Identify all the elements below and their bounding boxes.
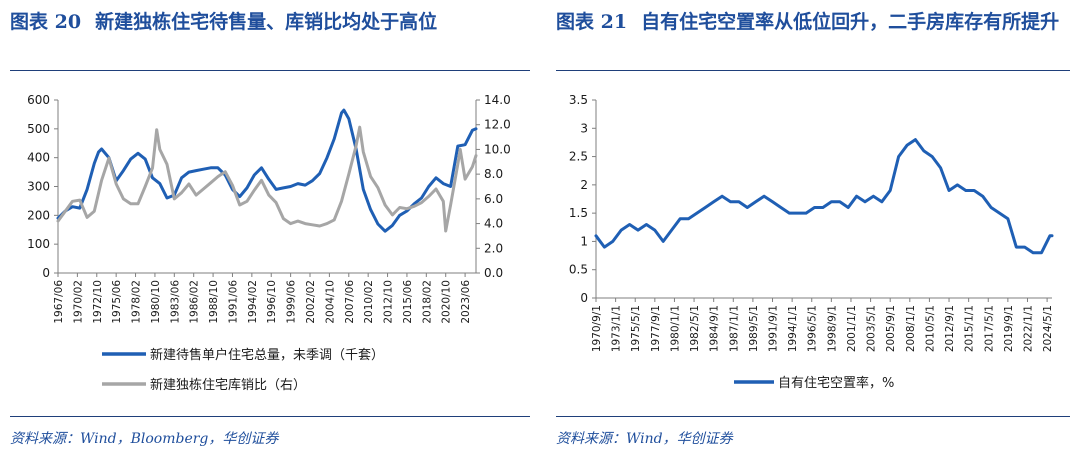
x-tick-label: 2018/02 <box>421 280 433 324</box>
figure-title: 图表 20 新建独栋住宅待售量、库销比均处于高位 <box>10 8 530 36</box>
source-rule <box>556 416 1070 417</box>
x-tick-label: 1991/9/1 <box>768 305 780 352</box>
series-line-0 <box>594 138 1054 255</box>
x-tick-label: 1972/10 <box>92 280 104 324</box>
y-tick-label-left: 300 <box>27 180 50 194</box>
y-tick-label-right: 0.0 <box>484 266 503 280</box>
y-tick-label-right: 6.0 <box>484 192 503 206</box>
y-tick-label-left: 3.5 <box>569 93 588 107</box>
y-tick-label-left: 400 <box>27 151 50 165</box>
x-tick-label: 1988/10 <box>208 280 220 324</box>
x-tick-label: 1996/5/1 <box>807 305 819 352</box>
x-tick-label: 2022/1/1 <box>1022 305 1034 352</box>
x-tick-label: 1973/1/1 <box>611 305 623 352</box>
x-tick-label: 2012/10 <box>383 280 395 324</box>
y-tick-label-right: 8.0 <box>484 167 503 181</box>
y-tick-label-right: 12.0 <box>484 118 511 132</box>
figure-number: 图表 21 <box>556 11 628 33</box>
y-tick-label-left: 1.5 <box>569 206 588 220</box>
x-tick-label: 1982/5/1 <box>689 305 701 352</box>
x-tick-label: 1970/02 <box>72 280 84 324</box>
y-tick-label-right: 10.0 <box>484 142 511 156</box>
x-tick-label: 1983/06 <box>169 280 181 324</box>
y-tick-label-right: 14.0 <box>484 93 511 107</box>
x-tick-label: 1991/06 <box>227 280 239 324</box>
y-tick-label-left: 100 <box>27 237 50 251</box>
x-tick-label: 2001/1/1 <box>846 305 858 352</box>
vacancy-chart: 0 0.5 1 1.5 2 2.5 3 3.5 1970/9/1 1973/1/1 1975/5/1… <box>569 93 1054 391</box>
x-tick-label: 2002/02 <box>305 280 317 324</box>
x-tick-label: 1975/06 <box>111 280 123 324</box>
x-tick-label: 1996/10 <box>266 280 278 324</box>
source-note: 资料来源：Wind，华创证券 <box>556 431 733 447</box>
y-tick-label-left: 500 <box>27 122 50 136</box>
x-tick-label: 1967/06 <box>53 280 65 324</box>
y-tick-label-left: 3 <box>580 121 588 135</box>
y-tick-label-left: 2 <box>580 178 588 192</box>
x-tick-label: 1986/02 <box>189 280 201 324</box>
x-tick-label: 2015/06 <box>402 280 414 324</box>
y-tick-label-left: 2.5 <box>569 150 588 164</box>
x-tick-label: 2010/02 <box>363 280 375 324</box>
x-tick-label: 2012/9/1 <box>944 305 956 352</box>
x-tick-label: 1984/9/1 <box>709 305 721 352</box>
figure-title: 图表 21 自有住宅空置率从低位回升，二手房库存有所提升 <box>556 8 1070 36</box>
x-tick-label: 2017/5/1 <box>983 305 995 352</box>
y-tick-label-left: 1 <box>580 234 588 248</box>
x-tick-label: 2024/5/1 <box>1042 305 1054 352</box>
legend-label-0: 新建待售单户住宅总量，未季调（千套） <box>150 347 384 363</box>
y-tick-label-left: 600 <box>27 93 50 107</box>
source-rule <box>10 416 530 417</box>
x-tick-label: 2007/06 <box>344 280 356 324</box>
x-tick-label: 1980/10 <box>150 280 162 324</box>
x-tick-label: 1978/02 <box>131 280 143 324</box>
y-tick-label-right: 4.0 <box>484 217 503 231</box>
x-tick-label: 1975/5/1 <box>630 305 642 352</box>
y-tick-label-left: 0 <box>42 266 50 280</box>
x-tick-label: 2008/1/1 <box>905 305 917 352</box>
title-rule <box>556 70 1070 71</box>
x-tick-label: 2023/06 <box>460 280 472 324</box>
x-tick-label: 2005/9/1 <box>885 305 897 352</box>
x-tick-label: 2015/1/1 <box>964 305 976 352</box>
x-tick-label: 1998/9/1 <box>826 305 838 352</box>
series-line-1 <box>56 125 478 233</box>
legend-label-0: 自有住宅空置率，% <box>778 375 894 391</box>
figure-20-panel: 图表 20 新建独栋住宅待售量、库销比均处于高位 0 100 200 300 400 500… <box>10 8 530 447</box>
y-tick-label-left: 0.5 <box>569 263 588 277</box>
title-rule <box>10 70 530 71</box>
x-tick-label: 1999/06 <box>286 280 298 324</box>
figure-number: 图表 20 <box>10 11 82 33</box>
x-tick-label: 1977/9/1 <box>650 305 662 352</box>
x-tick-label: 1989/5/1 <box>748 305 760 352</box>
x-tick-label: 2019/9/1 <box>1003 305 1015 352</box>
x-tick-label: 1994/02 <box>247 280 259 324</box>
source-note: 资料来源：Wind，Bloomberg，华创证券 <box>10 431 279 447</box>
x-tick-label: 2004/10 <box>324 280 336 324</box>
x-tick-label: 2010/5/1 <box>924 305 936 352</box>
legend-label-1: 新建独栋住宅库销比（右） <box>150 377 306 393</box>
figure-title-text: 自有住宅空置率从低位回升，二手房库存有所提升 <box>641 11 1060 33</box>
y-tick-label-left: 200 <box>27 208 50 222</box>
x-tick-label: 1987/1/1 <box>728 305 740 352</box>
y-tick-label-left: 0 <box>580 291 588 305</box>
figure-21-panel: 图表 21 自有住宅空置率从低位回升，二手房库存有所提升 0 0.5 1 1.5 2 2.5… <box>546 0 1080 460</box>
x-tick-label: 2003/5/1 <box>866 305 878 352</box>
series-line-0 <box>56 108 478 233</box>
inventory-chart: 0 100 200 300 400 500 600 0.0 2.0 4.0 6.0 8.0 10.0 12… <box>27 93 511 393</box>
x-tick-label: 1980/1/1 <box>669 305 681 352</box>
x-tick-label: 1970/9/1 <box>591 305 603 352</box>
x-tick-label: 1994/1/1 <box>787 305 799 352</box>
x-tick-label: 2020/10 <box>441 280 453 324</box>
y-tick-label-right: 2.0 <box>484 241 503 255</box>
figure-title-text: 新建独栋住宅待售量、库销比均处于高位 <box>95 11 438 33</box>
